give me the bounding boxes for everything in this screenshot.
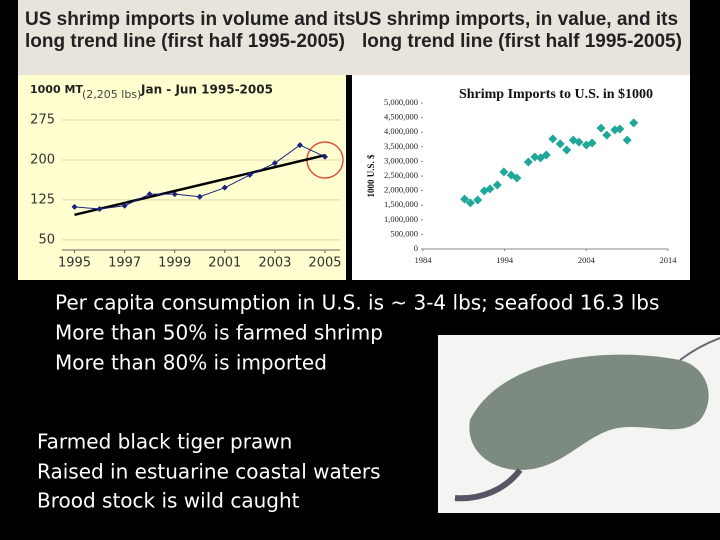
y-tick-label: 125 [30,192,55,207]
data-point [555,139,565,149]
x-tick-label: 1999 [158,256,191,271]
x-tick-label: 2014 [660,255,678,265]
y-tick-label: 4,500,000 [384,112,418,122]
x-tick-label: 2003 [258,256,291,271]
data-point [221,184,228,191]
data-point [602,130,612,140]
data-point [121,202,128,209]
y-tick-label: 2,000,000 [384,185,418,195]
y-tick-label: 50 [38,232,55,247]
y-tick-label: 0 [414,243,418,253]
y-tick-label: 1,000,000 [384,214,418,224]
title-line: long trend line (first half 1995-2005) [25,31,345,52]
chart-title: Shrimp Imports to U.S. in $1000 [459,87,653,102]
data-point [492,180,502,190]
y-unit-label: (2,205 lbs) [82,88,141,101]
data-point [485,184,495,194]
chart-panel [352,75,690,280]
title-line: long trend line (first half 1995-2005) [362,31,682,52]
bullet: More than 80% is imported [55,351,327,375]
data-point [196,193,203,200]
chart-subtitle: Jan - Jun 1995-2005 [140,83,273,97]
bullet: More than 50% is farmed shrimp [55,321,383,345]
shrimp-photo [438,335,720,513]
data-point [473,195,483,205]
y-tick-label: 1,500,000 [384,199,418,209]
data-point [629,118,639,128]
data-point [321,153,328,160]
data-point [465,198,475,208]
x-tick-label: 1994 [496,255,514,265]
title-line: US shrimp imports, in value, and its [355,9,678,30]
data-point [246,171,253,178]
data-point [271,160,278,167]
y-tick-label: 3,000,000 [384,155,418,165]
bullet: Per capita consumption in U.S. is ~ 3-4 … [55,291,659,315]
caption: Brood stock is wild caught [37,489,300,513]
trend-line [74,153,326,217]
data-point [587,138,597,148]
y-tick-label: 3,500,000 [384,141,418,151]
data-point [596,123,606,133]
y-tick-label: 2,500,000 [384,170,418,180]
y-axis-label: 1000 U.S. $ [366,154,376,198]
data-point [460,194,470,204]
data-point [574,137,584,147]
y-tick-label: 275 [30,113,55,128]
x-tick-label: 1997 [108,256,141,271]
title-line: US shrimp imports in volume and its [25,9,355,30]
y-tick-label: 200 [30,152,55,167]
data-point [622,135,632,145]
y-tick-label: 500,000 [390,228,418,238]
x-tick-label: 2004 [578,255,596,265]
data-point [96,205,103,212]
data-point [523,157,533,167]
x-tick-label: 1984 [415,255,433,265]
data-point [562,145,572,155]
y-axis-label: 1000 MT [30,83,83,96]
data-point [499,167,509,177]
data-point [71,203,78,210]
caption: Raised in estuarine coastal waters [37,460,381,484]
y-tick-label: 5,000,000 [384,97,418,107]
x-tick-label: 2005 [308,256,341,271]
caption: Farmed black tiger prawn [37,430,292,454]
header-band [18,0,690,75]
data-point [530,152,540,162]
data-point [541,150,551,160]
x-tick-label: 1995 [58,256,91,271]
data-point [512,173,522,183]
chart-panel [18,75,346,280]
data-point [296,142,303,149]
data-point [171,191,178,198]
y-tick-label: 4,000,000 [384,126,418,136]
data-point [548,134,558,144]
x-tick-label: 2001 [208,256,241,271]
data-point [146,191,153,198]
data-point [615,124,625,134]
